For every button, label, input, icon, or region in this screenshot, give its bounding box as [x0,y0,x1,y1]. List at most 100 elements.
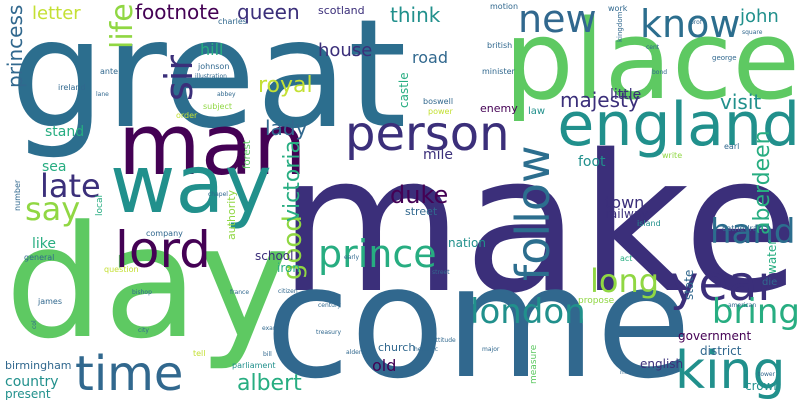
cloud-word-local: local [95,195,105,216]
cloud-word-abbey: abbey [217,91,236,98]
cloud-word-british: british [487,41,513,50]
cloud-word-england: england [557,90,800,160]
cloud-word-new: new [518,0,597,41]
cloud-word-town: town [605,193,645,212]
cloud-word-parliament: parliament [232,361,276,370]
cloud-word-charles: charles [218,17,247,26]
cloud-word-sea: sea [42,159,67,175]
cloud-word-year: year [670,256,778,312]
cloud-word-lady: lady [265,116,308,140]
cloud-word-johnson: johnson [198,62,230,71]
cloud-word-propose: propose [578,296,615,306]
cloud-word-city: city [138,327,149,334]
cloud-word-king: king [675,341,786,400]
cloud-word-lane: lane [96,91,109,98]
cloud-word-visit: visit [720,90,762,114]
cloud-word-like: like [32,236,57,252]
cloud-word-time: time [75,346,184,400]
cloud-word-iron: iron [277,261,300,275]
cloud-word-house: house [318,40,373,61]
cloud-word-aberdeen: aberdeen [750,130,775,235]
cloud-word-birmingham: birmingham [5,359,72,372]
cloud-word-come: come [265,232,692,400]
cloud-word-queen: queen [237,0,300,24]
cloud-word-prof: prof [690,19,702,26]
cloud-word-london: london [470,292,586,332]
cloud-word-bishop: bishop [132,289,152,296]
cloud-word-ireland: ireland [58,83,86,92]
cloud-word-princess: princess [3,5,27,89]
cloud-word-century: century [318,302,341,309]
cloud-word-order: order [176,111,198,120]
cloud-word-kingdom: kingdom [616,12,624,43]
cloud-word-road: road [412,48,448,67]
cloud-word-street: street [432,269,450,276]
cloud-word-life: life [105,3,140,49]
cloud-word-boswell: boswell [423,97,454,106]
cloud-word-number: number [13,180,22,212]
cloud-word-example: example [262,325,288,332]
cloud-word-cent: cent [646,44,660,51]
cloud-word-know: know [640,2,741,46]
cloud-word-hill: hill [200,40,224,59]
cloud-word-letter: letter [32,3,81,24]
cloud-word-albert: albert [237,371,302,396]
cloud-word-majesty: majesty [560,88,640,112]
cloud-word-law: law [528,106,546,117]
cloud-word-follow: follow [506,145,560,281]
cloud-word-mile: mile [423,147,454,163]
cloud-word-english: english [640,357,684,371]
cloud-word-lord: lord [115,221,211,279]
cloud-word-way: way [110,138,272,231]
cloud-word-footnote: footnote [135,0,220,24]
cloud-word-george: george [712,54,737,62]
cloud-word-man: man [118,96,307,195]
cloud-word-make: make [278,114,800,335]
cloud-word-enemy: enemy [480,102,518,115]
cloud-word-die: die [762,277,778,288]
cloud-word-question: question [104,265,139,274]
cloud-word-major: major [482,346,500,353]
cloud-word-great: great [10,0,407,162]
cloud-word-american: american [728,302,757,309]
cloud-word-church: church [378,341,416,354]
cloud-word-write: write [662,151,683,160]
cloud-word-marriage: marriage [620,369,648,376]
cloud-word-attitude: attitude [432,337,456,344]
cloud-word-subject: subject [203,102,232,111]
cloud-word-illustration: illustration [195,73,227,80]
cloud-word-little: little [610,87,642,103]
cloud-word-sir: sir [157,55,201,101]
cloud-word-old: old [372,356,397,375]
cloud-word-day: day [5,192,291,373]
cloud-word-tell: tell [193,349,206,358]
cloud-word-power: power [428,107,453,116]
cloud-word-castle: castle [397,72,411,108]
cloud-word-state: state [682,270,696,301]
cloud-word-motion: motion [490,2,519,11]
cloud-word-school: school [255,249,294,263]
cloud-word-crown: crown [745,379,782,393]
cloud-word-water: water [765,240,779,275]
cloud-word-victoria: victoria [280,140,305,222]
cloud-word-say: say [25,190,81,228]
cloud-word-bond: bond [652,69,668,76]
cloud-word-stand: stand [45,124,85,140]
cloud-word-royal: royal [258,73,313,98]
cloud-word-long: long [590,262,660,300]
cloud-word-early: early [344,254,360,261]
cloud-word-minister: minister [482,67,515,76]
cloud-word-country: country [5,374,59,390]
cloud-word-think: think [390,3,441,27]
cloud-word-present: present [5,387,51,400]
cloud-word-measure: measure [529,345,539,385]
cloud-word-foot: foot [578,154,606,170]
cloud-word-heraldic: heraldic [414,346,439,353]
cloud-word-nation: nation [448,236,486,250]
cloud-word-late: late [40,167,101,205]
cloud-word-place: place [504,0,800,124]
cloud-word-street: street [405,205,438,218]
cloud-word-person: person [345,106,510,162]
cloud-word-work: work [608,4,628,13]
